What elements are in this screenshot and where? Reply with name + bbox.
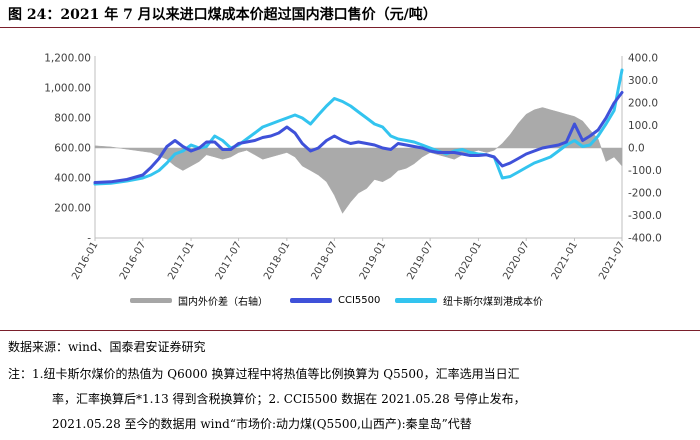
y-left-tick-label: 200.00 — [54, 203, 91, 215]
y-left-tick-label: 1,200.00 — [44, 53, 91, 65]
x-tick-label: 2020-07 — [501, 240, 531, 282]
note-line-3: 2021.05.28 至今的数据用 wind“市场价:动力煤(Q5500,山西产… — [52, 417, 472, 431]
series-newcastle-line — [93, 68, 624, 186]
x-tick-label: 2017-01 — [166, 240, 196, 282]
y-right-tick-label: 100.0 — [628, 120, 658, 132]
x-tick-label: 2018-01 — [262, 240, 292, 282]
legend-item-spread: 国内外价差（右轴） — [130, 290, 268, 310]
chart: - 200.00 400.00 600.00 800.00 1,000.00 1,200.0… — [44, 53, 662, 282]
figure-title: 图 24：2021 年 7 月以来进口煤成本价超过国内港口售价（元/吨） — [8, 7, 437, 23]
y-right-tick-label: -100.0 — [628, 165, 662, 177]
y-left-tick-label: 800.00 — [54, 113, 91, 125]
y-right-tick-label: 400.0 — [628, 53, 658, 65]
figure-title-bar: 图 24：2021 年 7 月以来进口煤成本价超过国内港口售价（元/吨） — [0, 0, 700, 26]
legend-swatch-spread — [130, 297, 172, 303]
y-right-tick-label: -400.0 — [628, 233, 662, 245]
note-line-1: 注：1.纽卡斯尔煤价的热值为 Q6000 换算过程中将热值等比例换算为 Q550… — [8, 367, 520, 381]
x-tick-label: 2019-07 — [405, 240, 435, 282]
series-cci5500-line — [93, 91, 624, 184]
legend-item-newcastle: 纽卡斯尔煤到港成本价 — [395, 290, 543, 310]
x-tick-label: 2016-01 — [70, 240, 100, 282]
source-rule — [0, 330, 700, 331]
legend-label-spread: 国内外价差（右轴） — [178, 296, 268, 308]
y-left-tick-label: 1,000.00 — [44, 83, 91, 95]
legend-swatch-newcastle — [395, 297, 437, 303]
y-right-tick-label: 200.0 — [628, 98, 658, 110]
x-tick-label: 2018-07 — [310, 240, 340, 282]
x-tick-label: 2020-01 — [454, 240, 484, 282]
x-tick-label: 2016-07 — [118, 240, 148, 282]
legend-swatch-cci5500 — [290, 297, 332, 303]
y-left-tick-label: - — [87, 233, 91, 245]
y-right-tick-label: 0.0 — [628, 143, 645, 155]
x-tick-label: 2021-01 — [550, 240, 580, 282]
y-left-tick-label: 400.00 — [54, 173, 91, 185]
y-right-tick-label: -200.0 — [628, 188, 662, 200]
y-right-tick-label: 300.0 — [628, 75, 658, 87]
legend-item-cci5500: CCI5500 — [290, 290, 380, 310]
note-line-2: 率，汇率换算后*1.13 得到含税换算价；2. CCI5500 数据在 2021… — [52, 392, 526, 406]
data-source: 数据来源：wind、国泰君安证券研究 — [8, 340, 206, 354]
x-tick-label: 2019-01 — [358, 240, 388, 282]
chart-legend: 国内外价差（右轴） CCI5500 纽卡斯尔煤到港成本价 — [0, 290, 700, 310]
legend-label-cci5500: CCI5500 — [338, 294, 381, 306]
title-rule — [0, 27, 700, 28]
x-tick-label: 2021-07 — [597, 240, 627, 282]
x-tick-label: 2017-07 — [214, 240, 244, 282]
y-left-tick-label: 600.00 — [54, 143, 91, 155]
legend-label-newcastle: 纽卡斯尔煤到港成本价 — [443, 296, 543, 308]
series-spread-area — [94, 107, 623, 214]
y-right-tick-label: -300.0 — [628, 210, 662, 222]
